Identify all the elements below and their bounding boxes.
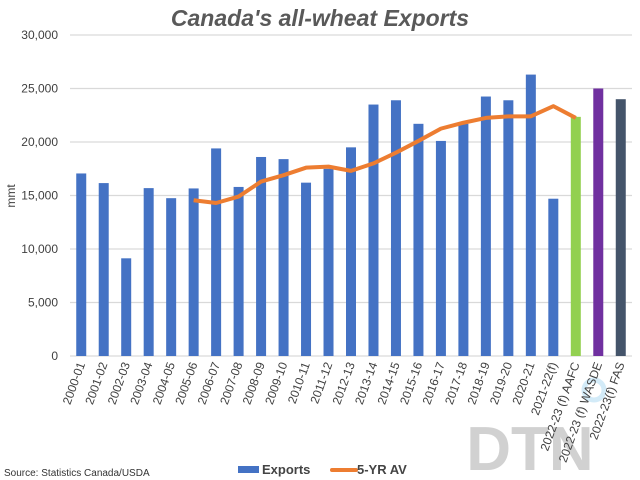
bar-2000-01 [76,173,87,356]
chart-title: Canada's all-wheat Exports [171,5,469,31]
y-tick-label: 10,000 [21,242,58,256]
y-tick-label: 5,000 [28,296,58,310]
bar-2013-14 [368,104,379,356]
bar-2022-23-f-aafc [570,116,581,356]
bar-2020-21 [525,74,536,356]
watermark-circle-icon [581,377,607,403]
bar-2004-05 [166,198,177,356]
watermark-logo: DTN [466,415,593,480]
legend: Exports 5-YR AV [238,462,407,477]
bar-2005-06 [188,188,199,356]
bar-2009-10 [278,159,289,356]
legend-swatch-exports [238,466,259,473]
bar-2007-08 [233,186,244,356]
y-axis-label: mmt [4,184,18,208]
line-5yr-av [193,104,577,205]
y-tick-label: 20,000 [21,135,58,149]
bar-2021-22-f- [548,198,559,356]
y-tick-label: 15,000 [21,189,58,203]
legend-label-5yr-av: 5-YR AV [357,462,407,477]
source-note: Source: Statistics Canada/USDA [4,468,150,479]
bar-2003-04 [143,188,154,356]
legend-label-exports: Exports [262,462,310,477]
bar-2019-20 [503,100,514,357]
bar-2015-16 [413,123,424,356]
bars [76,74,626,357]
bar-2014-15 [390,100,401,357]
bar-2011-12 [323,168,334,356]
bar-2012-13 [346,147,356,356]
y-tick-label: 0 [51,349,58,363]
bar-2017-18 [458,123,469,356]
bar-2006-07 [211,148,222,356]
bar-2016-17 [435,140,446,356]
x-axis-ticks: 2000-012001-022002-032003-042004-052005-… [60,360,628,464]
bar-2022-23-f-wasde [593,88,604,356]
bar-2001-02 [98,183,109,356]
bar-2018-19 [480,96,491,357]
y-tick-label: 25,000 [21,82,58,96]
bar-2008-09 [256,156,267,356]
bar-2002-03 [121,258,132,356]
y-tick-label: 30,000 [21,28,58,42]
bar-2022-23-f-fas [615,99,626,356]
bar-2010-11 [301,182,312,356]
y-axis-ticks: 0 5,000 10,000 15,000 20,000 25,000 30,000 [21,28,58,363]
dtn-watermark: DTN [466,377,607,480]
